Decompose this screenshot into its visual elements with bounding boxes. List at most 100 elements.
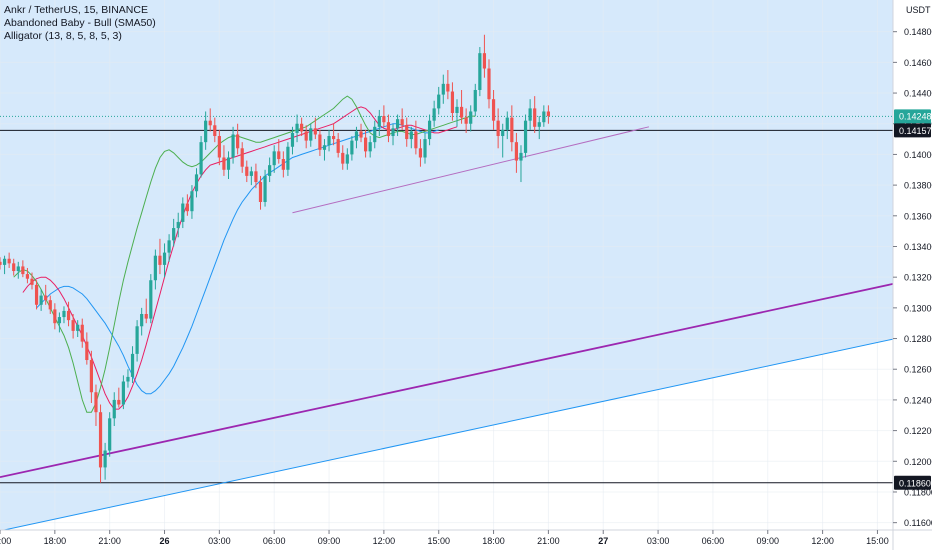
candle-body: [103, 450, 107, 468]
candle-body: [432, 108, 436, 121]
candle-body: [222, 157, 226, 170]
candle-body: [199, 142, 203, 175]
candle-body: [258, 182, 263, 202]
candle-body: [354, 131, 359, 141]
candle-body: [441, 83, 445, 95]
trendline-support: [292, 126, 650, 214]
level-price-value: 0.14157: [899, 126, 932, 136]
candle-body: [140, 313, 144, 327]
candle-body: [482, 53, 487, 69]
candle-body: [98, 412, 103, 468]
candle-body: [71, 320, 75, 331]
candle-body: [121, 381, 125, 405]
candle-body: [300, 123, 304, 132]
candle-body: [418, 148, 423, 158]
candle-body: [313, 128, 317, 135]
time-tick-label: 12:00: [811, 536, 834, 546]
candle-body: [94, 392, 98, 413]
candle-body: [395, 119, 400, 129]
candle-body: [25, 274, 30, 279]
trendline-blue-channel: [0, 338, 894, 532]
candle-body: [405, 125, 409, 140]
candle-body: [53, 309, 57, 324]
candle-body: [496, 120, 500, 137]
candle-body: [85, 341, 89, 361]
candle-body: [112, 399, 116, 419]
indicator-abandoned-baby[interactable]: Abandoned Baby - Bull (SMA50): [4, 17, 156, 29]
time-tick-label: 09:00: [756, 536, 779, 546]
candle-body: [290, 132, 295, 147]
level-price-badge: [894, 475, 931, 490]
time-tick-label: 26: [160, 536, 170, 546]
candle-body: [144, 313, 148, 319]
time-tick-label: 21:00: [98, 536, 121, 546]
candle-body: [373, 126, 377, 143]
candle-body: [501, 129, 505, 137]
candle-body: [231, 134, 235, 158]
currency-label: USDT: [906, 5, 931, 15]
alligator-layer: [13, 95, 476, 413]
candle-body: [153, 255, 157, 281]
level-price-label: 0.14157: [894, 123, 932, 138]
time-tick-label: 06:00: [263, 536, 286, 546]
candle-body: [176, 221, 180, 229]
candle-body: [126, 376, 130, 382]
candle-body: [167, 240, 171, 253]
candle-body: [459, 106, 464, 118]
candle-body: [7, 258, 11, 264]
candle-body: [254, 171, 258, 183]
candle-body: [16, 266, 20, 272]
symbol-title[interactable]: Ankr / TetherUS, 15, BINANCE: [4, 4, 148, 16]
candle-body: [149, 280, 153, 319]
candle-body: [304, 131, 308, 141]
candle-body: [0, 261, 2, 265]
candle-body: [332, 136, 336, 140]
candle-body: [2, 258, 7, 265]
candle-body: [359, 131, 363, 138]
candle-body: [48, 300, 52, 310]
candle-body: [400, 119, 404, 126]
candle-body: [368, 142, 372, 152]
alligator-jaw-line: [36, 123, 439, 395]
trendline-purple-channel: [0, 283, 894, 479]
candle-body: [309, 128, 313, 141]
trendlines-layer: [0, 126, 894, 532]
candle-body: [437, 94, 441, 109]
candle-body: [34, 284, 39, 305]
candle-body: [185, 203, 189, 212]
candle-body: [336, 139, 340, 153]
time-tick-label: 15:00: [866, 536, 889, 546]
price-tick-label: 0.11600: [904, 518, 932, 528]
candle-body: [30, 278, 34, 285]
candle-body: [39, 295, 43, 305]
candle-body: [514, 142, 519, 161]
time-tick-label: 18:00: [482, 536, 505, 546]
candle-body: [190, 191, 194, 212]
candle-body: [162, 252, 167, 265]
candle-body: [236, 134, 240, 149]
candle-body: [80, 324, 84, 342]
channel-fill-layer: [0, 0, 893, 531]
level-price-value: 0.11860: [899, 478, 931, 488]
candle-body: [487, 68, 491, 100]
time-tick-label: 06:00: [702, 536, 725, 546]
indicator-alligator[interactable]: Alligator (13, 8, 5, 8, 5, 3): [4, 30, 122, 42]
candle-body: [281, 159, 285, 170]
time-tick-label: 09:00: [318, 536, 341, 546]
candle-body: [528, 108, 532, 121]
last-price-value: 0.14248: [899, 111, 932, 121]
candle-body: [427, 120, 432, 140]
candle-body: [263, 175, 267, 202]
candle-body: [414, 131, 418, 149]
price-axis-panel: [893, 0, 932, 550]
